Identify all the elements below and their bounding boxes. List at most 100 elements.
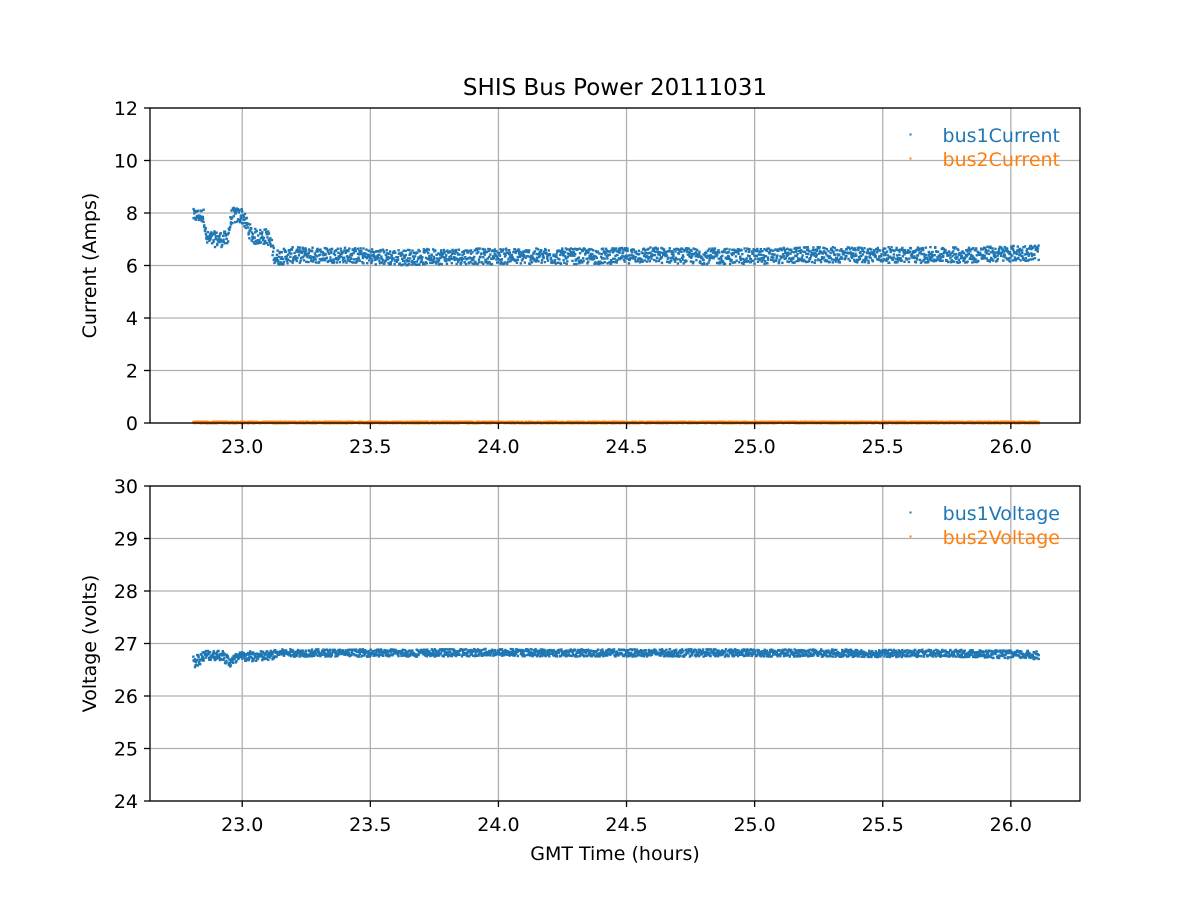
bus1current-point: [1005, 258, 1009, 261]
bus1current-point: [912, 251, 915, 254]
bus1current-point: [987, 259, 990, 262]
bus1current-point: [442, 252, 445, 255]
bus1current-point: [350, 252, 353, 256]
bus1current-point: [368, 249, 371, 252]
bus1voltage-point: [221, 654, 224, 657]
bus1voltage-point: [228, 661, 232, 665]
bus1current-point: [676, 258, 679, 261]
bus1current-point: [685, 247, 688, 250]
bus1current-point: [555, 255, 558, 258]
bus1current-point: [883, 258, 886, 261]
bus1current-point: [329, 256, 332, 259]
bus1current-point: [876, 246, 879, 250]
bus1current-point: [652, 249, 656, 252]
bus1current-point: [802, 250, 805, 253]
bus1voltage-point: [214, 658, 217, 662]
bus1current-point: [482, 256, 485, 259]
bus1current-point: [591, 258, 594, 261]
bus1current-point: [534, 260, 537, 263]
bus1current-point: [719, 255, 723, 259]
bus1current-point: [881, 249, 885, 252]
bus1current-point: [537, 260, 540, 263]
bus1current-point: [386, 252, 389, 255]
y-tick-label: 8: [126, 203, 138, 225]
bus1current-point: [953, 247, 956, 250]
bus1current-point: [880, 258, 883, 261]
bus1current-point: [473, 249, 476, 252]
bus1current-point: [210, 242, 214, 245]
bus1current-point: [533, 250, 537, 253]
bus1current-point: [957, 261, 960, 264]
bus1current-point: [628, 258, 631, 262]
bus1current-point: [702, 253, 705, 256]
bus1current-point: [413, 255, 417, 258]
bus1voltage-point: [216, 655, 220, 658]
bus1current-point: [274, 260, 277, 263]
bus1current-point: [293, 251, 296, 255]
bus1current-point: [268, 240, 271, 243]
bus1current-point: [589, 257, 592, 261]
bus1current-point: [896, 261, 899, 264]
bus1current-point: [236, 220, 239, 223]
bus1current-point: [404, 253, 408, 257]
bus1current-point: [383, 251, 386, 254]
bus1current-point: [903, 253, 906, 256]
bus1current-point: [909, 247, 913, 250]
bus1current-point: [282, 247, 286, 251]
bus1current-point: [378, 262, 382, 265]
bus1current-point: [226, 233, 230, 236]
bus1current-point: [817, 258, 820, 261]
bus1current-point: [476, 262, 479, 266]
bus1current-point: [867, 261, 870, 265]
bus1current-point: [1030, 254, 1034, 258]
bus1current-point: [965, 249, 968, 252]
bus1current-point: [378, 259, 381, 262]
bus1current-point: [488, 255, 491, 259]
bus1current-point: [543, 250, 546, 253]
bus1voltage-point: [266, 654, 269, 657]
bus1current-point: [769, 249, 773, 252]
y-tick-label: 10: [114, 151, 138, 173]
bus1current-point: [1009, 256, 1012, 259]
bus1current-point: [606, 262, 609, 265]
bus1current-point: [662, 248, 666, 252]
bus1current-point: [544, 247, 547, 251]
bus1current-point: [317, 261, 321, 264]
bus1current-point: [1002, 250, 1006, 253]
bus1voltage-point: [223, 656, 226, 660]
bus1voltage-point: [213, 652, 217, 655]
bus1current-point: [520, 259, 524, 262]
bus1current-point: [751, 251, 755, 255]
bus1current-point: [863, 247, 866, 250]
bus1current-point: [936, 256, 939, 259]
bus1current-point: [670, 256, 673, 260]
bus1current-point: [828, 255, 832, 258]
bus1current-point: [990, 251, 993, 254]
bus1current-point: [574, 258, 577, 261]
bus1current-point: [260, 233, 263, 236]
bus1current-point: [698, 252, 701, 256]
bus1current-point: [321, 258, 324, 262]
bus1current-point: [454, 256, 457, 259]
bus1voltage-point: [241, 651, 244, 654]
bus1voltage-point: [264, 657, 267, 661]
bus1current-point: [867, 259, 870, 262]
bus1current-point: [495, 258, 498, 261]
bus1current-point: [873, 253, 877, 256]
bus1current-point: [401, 263, 405, 266]
bus1voltage-point: [221, 658, 224, 661]
bus1current-point: [416, 251, 419, 254]
bus1current-point: [897, 258, 900, 261]
bus1current-point: [216, 243, 219, 247]
bus1current-point: [590, 256, 593, 259]
bus1current-point: [699, 261, 702, 265]
bus1current-point: [833, 253, 837, 257]
bus1current-point: [854, 249, 857, 252]
bus1current-point: [870, 252, 873, 255]
bus1current-point: [989, 256, 993, 260]
bus1current-point: [493, 252, 496, 255]
bus1current-point: [418, 263, 421, 266]
bus1current-point: [939, 256, 943, 259]
bus1voltage-point: [208, 651, 212, 654]
bus1current-point: [410, 263, 413, 266]
